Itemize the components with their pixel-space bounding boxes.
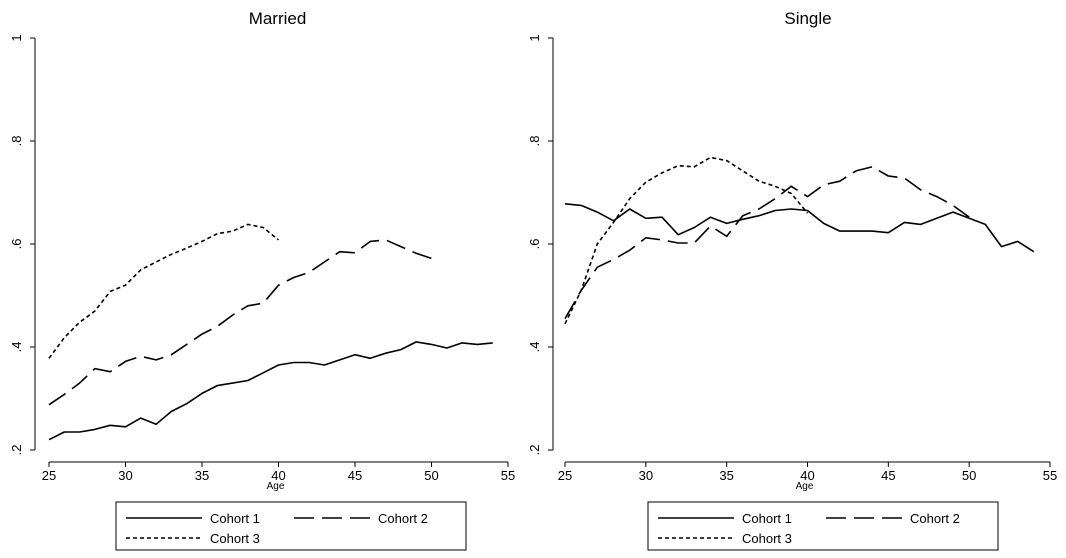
x-tick-label: 35 [719, 468, 733, 483]
series-line-3 [564, 156, 809, 325]
series-line-3 [48, 223, 280, 359]
x-tick-label: 55 [501, 468, 515, 483]
series-line-1 [564, 203, 1035, 253]
legend-label-3: Cohort 3 [210, 531, 260, 546]
x-tick-label: 30 [639, 468, 653, 483]
legend-box [647, 501, 999, 551]
legend-label-2: Cohort 2 [910, 511, 960, 526]
y-tick-label: .4 [527, 342, 542, 353]
legend-box [115, 501, 467, 551]
x-tick-label: 35 [195, 468, 209, 483]
y-tick-label: .6 [527, 239, 542, 250]
y-tick-label: 1 [9, 34, 24, 41]
legend-label-1: Cohort 1 [210, 511, 260, 526]
x-tick-label: 45 [881, 468, 895, 483]
x-tick-label: 40 [271, 468, 285, 483]
chart-panel-1: Single .2 .4 .6 .8 1 25 30 35 40 45 50 55 Age Cohort 1… [527, 9, 1057, 551]
legend-label-2: Cohort 2 [378, 511, 428, 526]
chart-title: Married [249, 9, 307, 28]
legend-label-1: Cohort 1 [742, 511, 792, 526]
y-tick-label: .6 [9, 239, 24, 250]
y-tick-label: .2 [527, 445, 542, 456]
series-line-2 [564, 166, 970, 320]
chart-title: Single [784, 9, 831, 28]
x-tick-label: 25 [42, 468, 56, 483]
y-tick-label: .4 [9, 342, 24, 353]
y-tick-label: .8 [527, 136, 542, 147]
chart-panel-0: Married .2 .4 .6 .8 1 25 30 35 40 45 50 55 Age Cohort … [9, 9, 515, 551]
x-tick-label: 50 [962, 468, 976, 483]
y-tick-label: .2 [9, 445, 24, 456]
x-tick-label: 50 [424, 468, 438, 483]
x-axis-label: Age [267, 481, 285, 492]
x-tick-label: 30 [118, 468, 132, 483]
x-tick-label: 25 [558, 468, 572, 483]
x-tick-label: 45 [348, 468, 362, 483]
legend-label-3: Cohort 3 [742, 531, 792, 546]
x-tick-label: 40 [800, 468, 814, 483]
x-tick-label: 55 [1043, 468, 1057, 483]
series-line-2 [48, 239, 432, 406]
y-tick-label: .8 [9, 136, 24, 147]
x-axis-label: Age [796, 481, 814, 492]
y-tick-label: 1 [527, 34, 542, 41]
series-line-1 [48, 341, 493, 441]
